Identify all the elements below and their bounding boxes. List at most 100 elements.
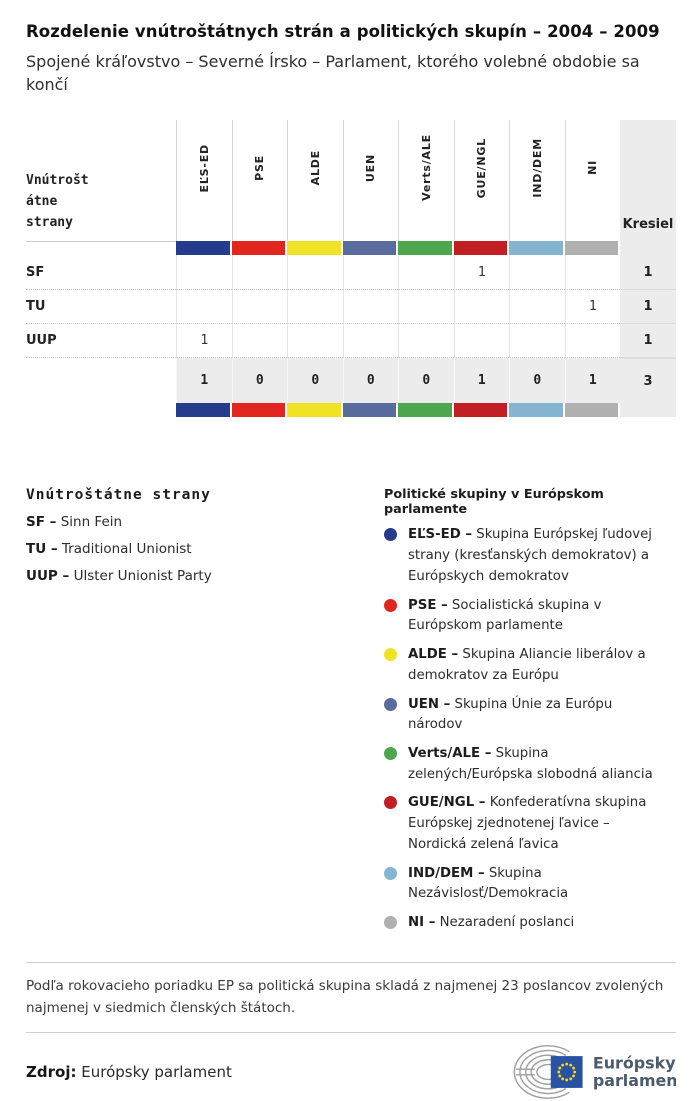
spacer — [26, 403, 176, 417]
seats-column-filler — [620, 403, 676, 418]
group-color-bar — [342, 403, 398, 418]
column-header-alde: ALDE — [287, 120, 343, 242]
seats-cell: 1 — [620, 324, 676, 359]
total-cell: 0 — [231, 358, 287, 404]
total-cell: 0 — [342, 358, 398, 404]
footnote: Podľa rokovacieho poriadku EP sa politic… — [26, 977, 664, 1017]
source-label: Zdroj: — [26, 1063, 77, 1082]
list-item: SF – Sinn Fein — [26, 514, 123, 531]
group-color-bar — [176, 403, 232, 418]
group-color-bar — [509, 241, 565, 256]
group-color-bar — [398, 241, 454, 256]
group-color-dot — [384, 528, 397, 542]
group-color-bar — [564, 403, 620, 418]
list-item: IND/DEM – Skupina Nezávislosť/Demokracia — [384, 864, 676, 905]
table-cell: 1 — [453, 255, 509, 291]
group-color-bar — [453, 403, 509, 418]
parties-groups-table: Vnútrošt átne strany EĽS-ED PSE ALDE UEN… — [26, 120, 676, 418]
row-header-national-parties: Vnútrošt átne strany — [26, 173, 89, 231]
eu-flag — [550, 1056, 583, 1089]
group-color-bar — [509, 403, 565, 418]
total-cell: 0 — [287, 358, 343, 404]
total-cell: 1 — [176, 358, 232, 404]
group-color-bar — [176, 241, 232, 256]
table-cell — [564, 255, 620, 291]
list-item: NI – Nezaradení poslanci — [384, 913, 676, 934]
table-cell — [287, 255, 343, 291]
table-cell — [287, 324, 343, 359]
divider — [26, 1032, 676, 1034]
national-parties-legend-title: Vnútroštátne strany — [26, 487, 211, 504]
political-groups-legend-title: Politické skupiny v Európskom parlamente — [384, 487, 604, 518]
table-cell: 1 — [564, 290, 620, 325]
table-cell: 1 — [176, 324, 232, 359]
european-parliament-logo: Európsky parlament — [513, 1045, 676, 1100]
group-color-dot — [384, 746, 397, 760]
table-cell — [453, 290, 509, 325]
total-cell: 0 — [398, 358, 454, 404]
group-color-dot — [384, 796, 397, 810]
column-header-ni: NI — [564, 120, 621, 242]
legends-section: Vnútroštátne strany SF – Sinn Fein TU – … — [26, 487, 676, 933]
list-item: EĽS-ED – Skupina Európskej ľudovej stran… — [384, 525, 676, 587]
total-cell: 1 — [453, 358, 509, 404]
group-color-bar — [342, 241, 398, 256]
table-cell — [231, 255, 287, 291]
totals-row-label — [26, 358, 176, 403]
total-cell: 1 — [564, 358, 620, 404]
logo-wordmark-line1: Európsky — [593, 1054, 676, 1073]
column-header-ind-dem: IND/DEM — [509, 120, 565, 242]
table-cell — [509, 324, 565, 359]
table-cell — [176, 290, 232, 325]
total-seats-cell: 3 — [620, 358, 676, 404]
header-underline — [26, 241, 176, 255]
column-header-eppeд: EĽS-ED — [176, 120, 232, 242]
table-cell — [509, 290, 565, 325]
table-cell — [398, 255, 454, 291]
row-label-uup: UUP — [26, 324, 176, 359]
row-label-sf: SF — [26, 255, 176, 291]
group-color-bar — [564, 241, 620, 256]
group-color-dot — [384, 866, 397, 880]
group-color-dot — [384, 648, 397, 662]
table-cell — [287, 290, 343, 325]
table-cell — [398, 290, 454, 325]
seats-cell: 1 — [620, 255, 676, 291]
national-parties-legend: Vnútroštátne strany SF – Sinn Fein TU – … — [26, 487, 360, 933]
total-cell: 0 — [509, 358, 565, 404]
column-header-seats: Kresiel — [620, 120, 676, 242]
column-header-uen: UEN — [342, 120, 399, 242]
group-color-bar — [398, 403, 454, 418]
group-color-dot — [384, 916, 397, 930]
table-cell — [398, 324, 454, 359]
list-item: PSE – Socialistická skupina v Európskom … — [384, 596, 676, 637]
group-color-bar — [287, 403, 343, 418]
column-header-verts-ale: Verts/ALE — [398, 120, 454, 242]
source-line: Zdroj: Európsky parlament — [26, 1063, 232, 1081]
list-item: UEN – Skupina Únie za Európu národov — [384, 695, 676, 736]
list-item: Verts/ALE – Skupina zelených/Európska sl… — [384, 744, 676, 785]
table-cell — [231, 324, 287, 359]
logo-wordmark-line2: parlament — [593, 1071, 676, 1090]
list-item: UUP – Ulster Unionist Party — [26, 568, 212, 585]
group-color-bar — [231, 241, 287, 256]
row-label-tu: TU — [26, 290, 176, 325]
seats-column-filler — [620, 241, 676, 256]
group-color-bar — [287, 241, 343, 256]
political-groups-legend: Politické skupiny v Európskom parlamente… — [360, 487, 676, 933]
column-header-pse: PSE — [231, 120, 288, 242]
table-cell — [342, 290, 398, 325]
table-cell — [509, 255, 565, 291]
page-subtitle: Spojené kráľovstvo – Severné Írsko – Par… — [26, 52, 640, 95]
list-item: GUE/NGL – Konfederatívna skupina Európsk… — [384, 793, 676, 855]
table-cell — [231, 290, 287, 325]
list-item: ALDE – Skupina Aliancie liberálov a demo… — [384, 645, 676, 686]
list-item: TU – Traditional Unionist — [26, 541, 192, 558]
table-cell — [453, 324, 509, 359]
table-cell — [342, 255, 398, 291]
footer: Zdroj: Európsky parlament — [26, 1043, 676, 1101]
group-color-dot — [384, 697, 397, 711]
table-cell — [564, 324, 620, 359]
table-cell — [176, 255, 232, 291]
